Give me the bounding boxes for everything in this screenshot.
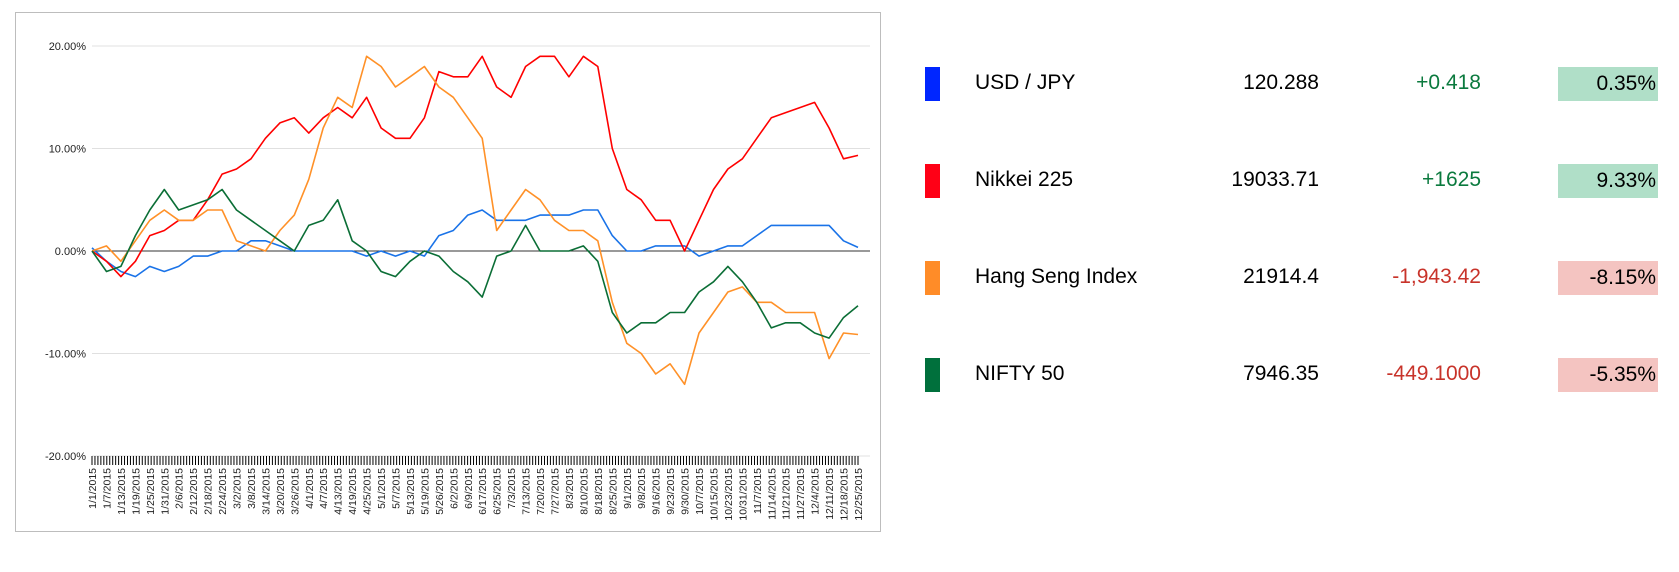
x-tick-label: 1/7/2015 [101, 468, 113, 509]
x-tick-label: 3/8/2015 [246, 468, 258, 509]
x-tick-label: 1/19/2015 [130, 468, 142, 515]
x-tick-label: 2/24/2015 [217, 468, 229, 515]
x-tick-label: 1/1/2015 [87, 468, 99, 509]
ticker-percent-badge: -8.15% [1558, 261, 1658, 295]
x-tick-label: 10/15/2015 [708, 468, 720, 521]
series-color-swatch [925, 67, 940, 101]
x-tick-label: 3/14/2015 [260, 468, 272, 515]
ticker-value: 120.288 [1243, 71, 1319, 94]
ticker-change: +1625 [1422, 168, 1481, 191]
ticker-change: -1,943.42 [1392, 265, 1481, 288]
x-tick-label: 5/7/2015 [391, 468, 403, 509]
ticker-name: NIFTY 50 [975, 362, 1065, 385]
x-tick-label: 3/26/2015 [289, 468, 301, 515]
x-tick-label: 11/7/2015 [752, 468, 764, 514]
x-tick-label: 1/25/2015 [145, 468, 157, 515]
x-tick-label: 5/13/2015 [405, 468, 417, 515]
x-tick-label: 9/23/2015 [665, 468, 677, 515]
ticker-percent-badge: -5.35% [1558, 358, 1658, 392]
x-tick-label: 9/1/2015 [622, 468, 634, 509]
x-tick-label: 10/31/2015 [737, 468, 749, 521]
x-tick-label: 8/10/2015 [578, 468, 590, 515]
x-tick-label: 6/2/2015 [448, 468, 460, 509]
x-tick-label: 1/13/2015 [116, 468, 128, 515]
line-chart: 20.00%10.00%0.00%-10.00%-20.00%1/1/2015 1… [45, 41, 870, 521]
ticker-percent-badge: 9.33% [1558, 164, 1658, 198]
series-color-swatch [925, 358, 940, 392]
x-tick-label: 7/13/2015 [521, 468, 533, 515]
x-tick-label: 2/18/2015 [203, 468, 215, 515]
legend-row-usd-jpy: USD / JPY 120.288 +0.418 0.35% [0, 67, 1679, 101]
series-line-nikkei-225 [91, 55, 859, 278]
ticker-name: Hang Seng Index [975, 265, 1138, 288]
series-color-swatch [925, 261, 940, 295]
legend-row-nikkei-225: Nikkei 225 19033.71 +1625 9.33% [0, 164, 1679, 198]
x-tick-label: 4/7/2015 [318, 468, 330, 509]
legend-row-nifty-50: NIFTY 50 7946.35 -449.1000 -5.35% [0, 358, 1679, 392]
x-tick-label: 8/3/2015 [564, 468, 576, 509]
x-tick-label: 8/18/2015 [593, 468, 605, 515]
x-tick-label: 12/4/2015 [810, 468, 822, 515]
x-tick-label: 8/25/2015 [607, 468, 619, 515]
y-tick-label: 0.00% [55, 246, 86, 258]
x-tick-label: 3/20/2015 [275, 468, 287, 515]
series-color-swatch [925, 164, 940, 198]
series-line-usd-jpy [91, 209, 859, 278]
legend-row-hang-seng: Hang Seng Index 21914.4 -1,943.42 -8.15% [0, 261, 1679, 295]
ticker-value: 7946.35 [1243, 362, 1319, 385]
x-tick-label: 12/18/2015 [839, 468, 851, 521]
x-tick-label: 10/23/2015 [723, 468, 735, 521]
x-tick-label: 2/6/2015 [174, 468, 186, 509]
ticker-percent-badge: 0.35% [1558, 67, 1658, 101]
x-tick-label: 4/1/2015 [304, 468, 316, 509]
x-tick-label: 7/3/2015 [506, 468, 518, 509]
y-tick-label: 20.00% [49, 41, 87, 53]
x-tick-label: 6/9/2015 [463, 468, 475, 509]
x-tick-label: 10/7/2015 [694, 468, 706, 515]
x-tick-label: 11/21/2015 [781, 468, 793, 520]
x-tick-label: 4/13/2015 [333, 468, 345, 515]
series-line-hang-seng-index [91, 55, 859, 386]
x-tick-label: 9/30/2015 [680, 468, 692, 515]
x-tick-label: 4/19/2015 [347, 468, 359, 515]
chart-frame [15, 12, 881, 532]
ticker-change: +0.418 [1416, 71, 1481, 94]
x-tick-label: 3/2/2015 [232, 468, 244, 509]
ticker-value: 21914.4 [1243, 265, 1319, 288]
x-tick-label: 7/27/2015 [549, 468, 561, 515]
x-tick-label: 4/25/2015 [362, 468, 374, 515]
x-tick-label: 9/16/2015 [651, 468, 663, 515]
x-tick-label: 11/14/2015 [766, 468, 778, 520]
x-tick-label: 5/1/2015 [376, 468, 388, 509]
x-tick-label: 12/25/2015 [853, 468, 865, 521]
y-tick-label: -20.00% [45, 451, 86, 463]
x-tick-label: 6/25/2015 [492, 468, 504, 515]
ticker-name: USD / JPY [975, 71, 1076, 94]
ticker-change: -449.1000 [1386, 362, 1481, 385]
x-tick-label: 5/19/2015 [419, 468, 431, 515]
x-tick-label: 1/31/2015 [159, 468, 171, 515]
y-tick-label: 10.00% [49, 144, 87, 156]
ticker-name: Nikkei 225 [975, 168, 1074, 191]
x-tick-label: 2/12/2015 [188, 468, 200, 515]
x-tick-label: 5/26/2015 [434, 468, 446, 515]
x-tick-label: 11/27/2015 [795, 468, 807, 520]
series-line-nifty-50 [91, 188, 859, 339]
y-tick-label: -10.00% [45, 349, 86, 361]
ticker-value: 19033.71 [1231, 168, 1319, 191]
x-tick-label: 6/17/2015 [477, 468, 489, 515]
x-tick-label: 9/8/2015 [636, 468, 648, 509]
x-tick-label: 12/11/2015 [824, 468, 836, 520]
x-tick-label: 7/20/2015 [535, 468, 547, 515]
